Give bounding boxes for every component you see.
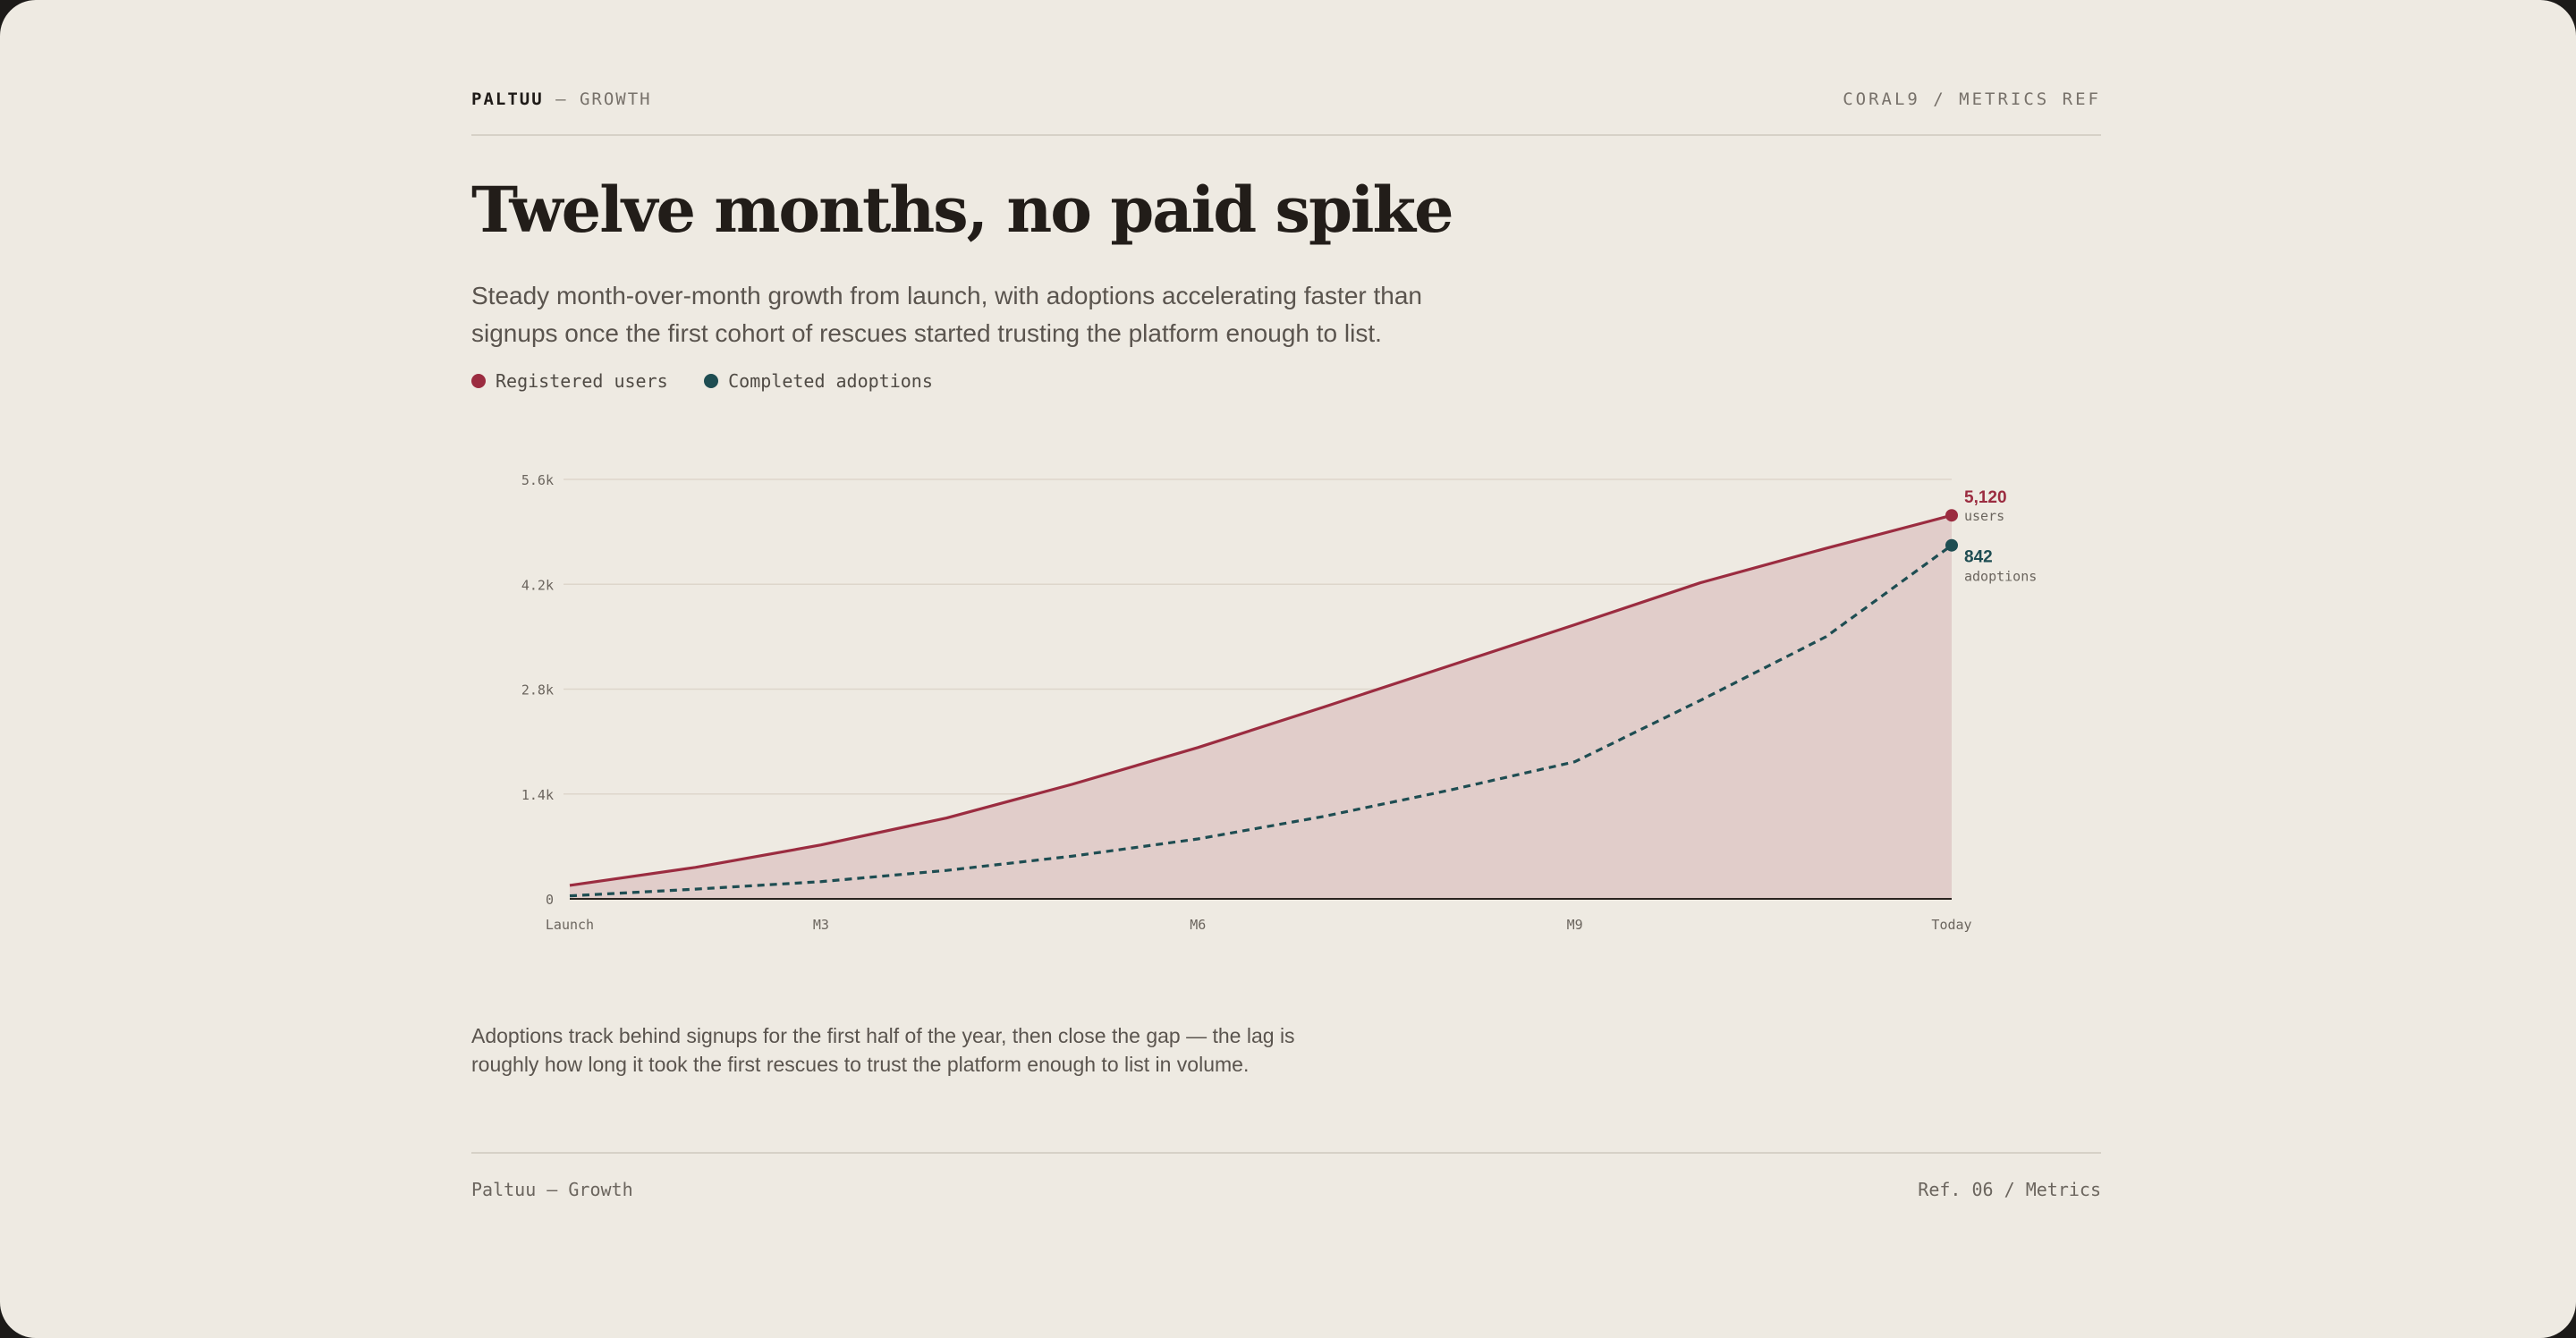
footer-left: Paltuu — Growth: [471, 1179, 633, 1200]
users-end-point: [1945, 509, 1958, 522]
users-area: [570, 515, 1952, 899]
x-tick-label: Today: [1931, 917, 1971, 933]
legend-item-users: Registered users: [471, 370, 668, 392]
legend-label-users: Registered users: [496, 370, 668, 392]
chart-legend: Registered users Completed adoptions: [471, 370, 965, 394]
y-tick-label: 1.4k: [521, 787, 554, 803]
legend-swatch-adoptions: [704, 374, 719, 388]
x-tick-label: M9: [1567, 917, 1583, 933]
footer: Paltuu — Growth Ref. 06 / Metrics: [471, 1152, 2101, 1207]
brand-name: PALTUU: [471, 89, 544, 109]
brand-section: — GROWTH: [555, 89, 652, 109]
x-tick-label: M3: [813, 917, 829, 933]
x-tick-label: Launch: [546, 917, 594, 933]
header-ref: CORAL9 / METRICS REF: [1843, 89, 2101, 109]
legend-swatch-users: [471, 374, 486, 388]
x-tick-label: M6: [1190, 917, 1206, 933]
users-end-value: 5,120: [1964, 488, 2007, 507]
brand: PALTUU — GROWTH: [471, 89, 652, 109]
page-title: Twelve months, no paid spike: [471, 173, 1454, 247]
adoptions-line: [569, 544, 1953, 898]
users-line: [569, 513, 1953, 887]
y-tick-label: 5.6k: [521, 472, 554, 488]
adoptions-end-point: [1945, 538, 1958, 552]
adoptions-end-value: 842: [1964, 548, 1993, 567]
users-end-unit: users: [1964, 508, 2004, 524]
legend-label-adoptions: Completed adoptions: [728, 370, 933, 392]
masthead: PALTUU — GROWTH CORAL9 / METRICS REF: [471, 88, 2101, 136]
y-tick-label: 4.2k: [521, 577, 554, 593]
lede: Steady month-over-month growth from laun…: [471, 282, 1423, 347]
y-tick-label: 2.8k: [521, 682, 554, 699]
legend-item-adoptions: Completed adoptions: [704, 370, 933, 392]
footer-right: Ref. 06 / Metrics: [1918, 1179, 2101, 1200]
adoptions-end-unit: adoptions: [1964, 569, 2037, 585]
y-tick-label: 0: [546, 892, 554, 908]
chart-note: Adoptions track behind signups for the f…: [471, 1024, 1295, 1076]
